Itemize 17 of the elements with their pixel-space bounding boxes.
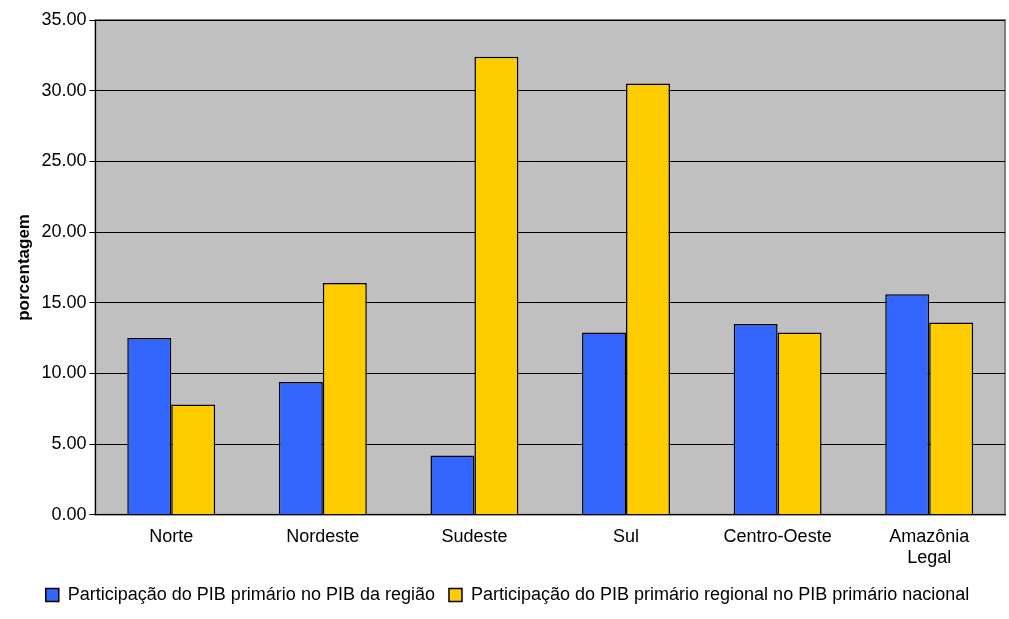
y-tick-label: 35.00 (41, 8, 87, 29)
y-tick-label: 10.00 (41, 362, 87, 383)
y-tick-label: 15.00 (41, 291, 87, 312)
y-tick-label: 20.00 (41, 221, 87, 242)
x-tick-label: Nordeste (286, 525, 360, 546)
y-tick-label: 5.00 (51, 433, 87, 454)
legend-label: Participação do PIB primário regional no PIB primário nacional (470, 583, 970, 604)
x-tick-label: Sudeste (441, 525, 508, 546)
y-tick-label: 25.00 (41, 150, 87, 171)
y-axis-title: porcentagem (13, 214, 33, 321)
x-tick-label: Sul (613, 525, 640, 546)
legend-label: Participação do PIB primário no PIB da região (67, 583, 435, 604)
y-tick-label: 0.00 (51, 503, 87, 524)
x-tick-label: Norte (149, 525, 194, 546)
x-tick-label: Amazônia Legal (889, 525, 971, 568)
x-tick-label: Centro-Oeste (723, 525, 832, 546)
y-tick-label: 30.00 (41, 79, 87, 100)
